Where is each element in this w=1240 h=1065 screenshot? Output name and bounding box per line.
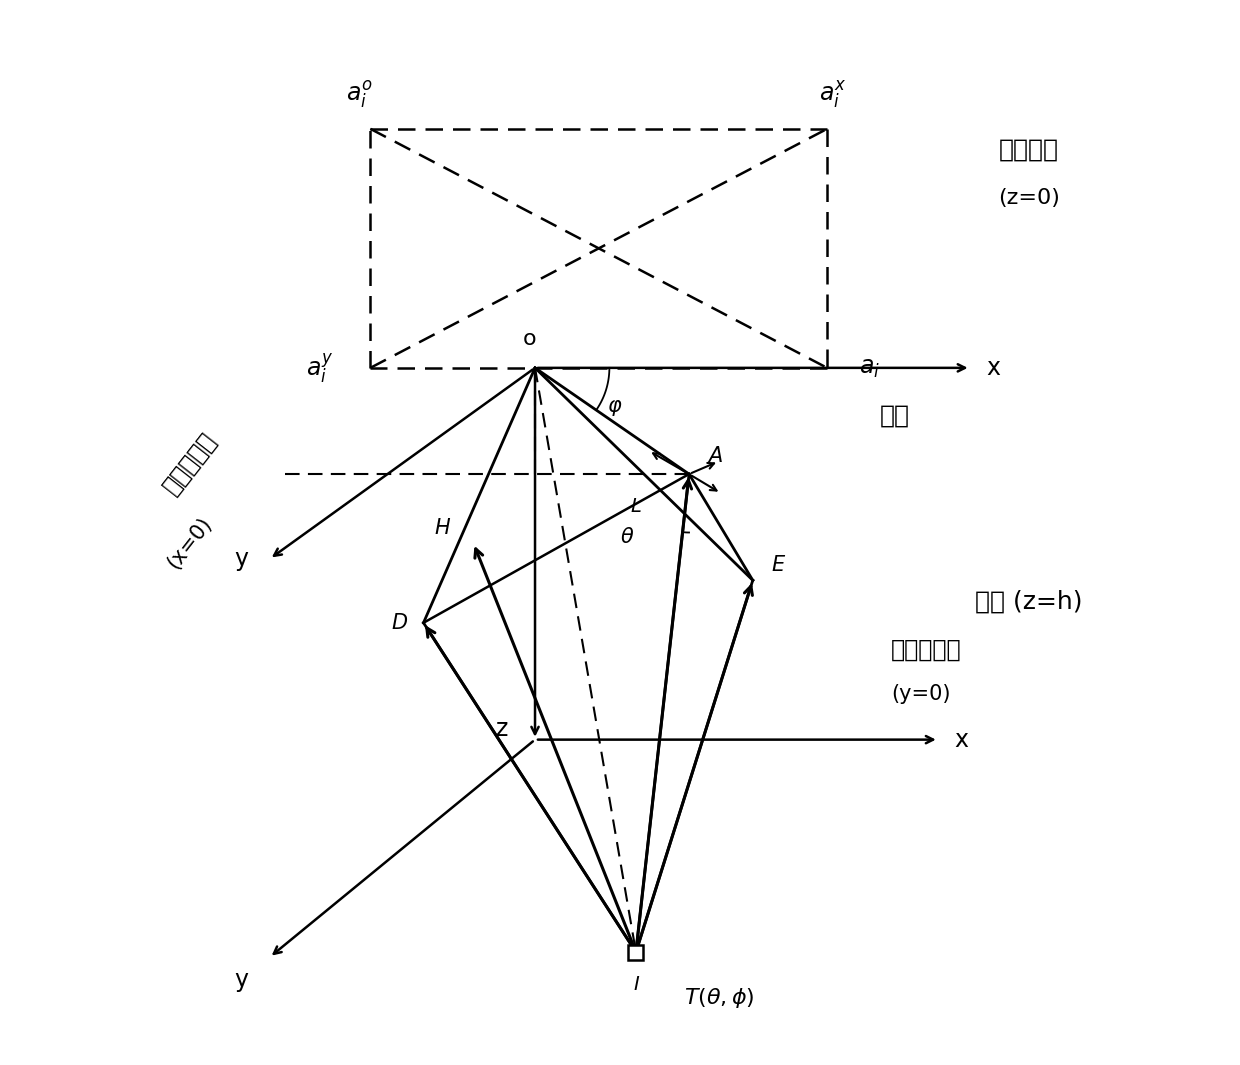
Text: (z=0): (z=0) xyxy=(998,187,1060,208)
Text: 反射板平面: 反射板平面 xyxy=(890,637,961,661)
Text: $a_i^x$: $a_i^x$ xyxy=(818,79,846,110)
Text: 天线: 天线 xyxy=(880,404,910,428)
Text: x: x xyxy=(987,356,1001,380)
Text: o: o xyxy=(523,329,537,348)
Text: H: H xyxy=(434,518,450,538)
Text: y: y xyxy=(234,547,248,571)
Text: (x=0): (x=0) xyxy=(164,513,216,573)
Text: (y=0): (y=0) xyxy=(890,684,950,704)
Text: $T(\theta,\phi)$: $T(\theta,\phi)$ xyxy=(683,986,754,1010)
Text: I: I xyxy=(634,976,639,995)
Text: A: A xyxy=(708,445,723,465)
Text: 天线平面: 天线平面 xyxy=(999,138,1059,162)
Text: 反射板平面: 反射板平面 xyxy=(159,428,221,498)
Bar xyxy=(629,945,644,960)
Text: z: z xyxy=(496,717,508,741)
Text: 场景 (z=h): 场景 (z=h) xyxy=(975,590,1083,613)
Text: x: x xyxy=(955,727,968,752)
Text: L: L xyxy=(630,497,641,517)
Text: $a_i^y$: $a_i^y$ xyxy=(305,350,334,384)
Text: E: E xyxy=(771,555,785,575)
Text: $a_i$: $a_i$ xyxy=(859,356,880,380)
Text: y: y xyxy=(234,968,248,992)
Text: D: D xyxy=(392,612,408,633)
Text: $\theta$: $\theta$ xyxy=(620,527,635,547)
Text: $\varphi$: $\varphi$ xyxy=(606,397,622,417)
Text: $a_i^o$: $a_i^o$ xyxy=(346,79,373,110)
